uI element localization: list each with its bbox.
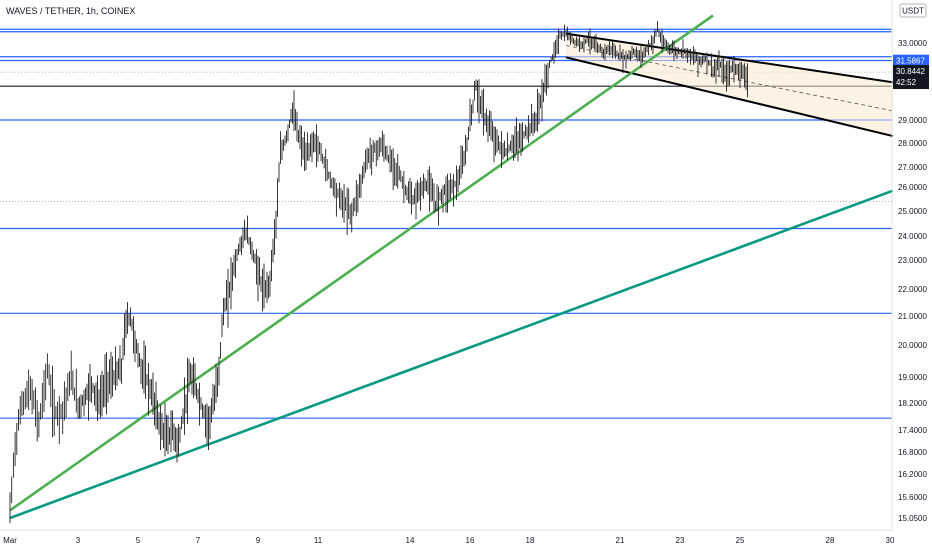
price-badge-countdown-label: 42:52 <box>896 78 917 87</box>
price-tick-label: 33.0000 <box>898 39 927 48</box>
currency-unit-label: USDT <box>902 7 924 16</box>
price-tick-label: 29.0000 <box>898 116 927 125</box>
time-tick-label: 16 <box>466 536 475 545</box>
price-tick-label: 19.0000 <box>898 373 927 382</box>
price-badge-current-label: 30.8442 <box>896 67 925 76</box>
time-tick-label: 23 <box>676 536 685 545</box>
time-tick-label: 5 <box>136 536 141 545</box>
price-badge-level <box>893 54 929 67</box>
trendline-teal[interactable] <box>9 189 894 520</box>
horizontal-levels <box>0 28 892 419</box>
price-tick-label: 23.0000 <box>898 256 927 265</box>
time-tick-label: 11 <box>314 536 323 545</box>
time-tick-label: 28 <box>826 536 835 545</box>
time-axis[interactable]: Mar 3 5 7 9 11 14 16 18 21 23 25 28 30 <box>3 536 895 545</box>
price-tick-label: 18.2000 <box>898 399 927 408</box>
time-tick-label: 9 <box>256 536 261 545</box>
price-badge-level-label: 31.5867 <box>896 57 925 66</box>
price-tick-label: 20.0000 <box>898 341 927 350</box>
price-tick-label: 27.0000 <box>898 163 927 172</box>
price-tick-label: 28.0000 <box>898 139 927 148</box>
time-tick-label: 21 <box>616 536 625 545</box>
time-tick-label: 14 <box>406 536 415 545</box>
channel-upper-line[interactable] <box>565 32 894 84</box>
price-tick-label: 22.0000 <box>898 285 927 294</box>
trendline-green[interactable] <box>9 14 714 512</box>
price-badge-current <box>893 65 929 90</box>
price-tick-label: 25.0000 <box>898 207 927 216</box>
price-series <box>9 21 748 523</box>
price-tick-label: 26.0000 <box>898 183 927 192</box>
time-tick-label: 3 <box>76 536 81 545</box>
price-tick-label: 17.4000 <box>898 426 927 435</box>
currency-unit-box[interactable] <box>899 3 927 18</box>
channel-lower-line[interactable] <box>565 56 894 138</box>
trendlines <box>9 14 894 520</box>
time-tick-label: 7 <box>196 536 201 545</box>
price-tick-label: 16.2000 <box>898 470 927 479</box>
price-tick-label: 16.8000 <box>898 448 927 457</box>
price-tick-label: 21.0000 <box>898 312 927 321</box>
time-tick-label: 25 <box>736 536 745 545</box>
chart-title: WAVES / TETHER, 1h, COINEX <box>6 6 135 16</box>
price-tick-label: 24.0000 <box>898 232 927 241</box>
time-tick-label: 18 <box>526 536 535 545</box>
price-tick-label: 15.6000 <box>898 493 927 502</box>
time-tick-label: 30 <box>886 536 895 545</box>
price-tick-label: 15.0500 <box>898 514 927 523</box>
time-tick-label: Mar <box>3 536 17 545</box>
